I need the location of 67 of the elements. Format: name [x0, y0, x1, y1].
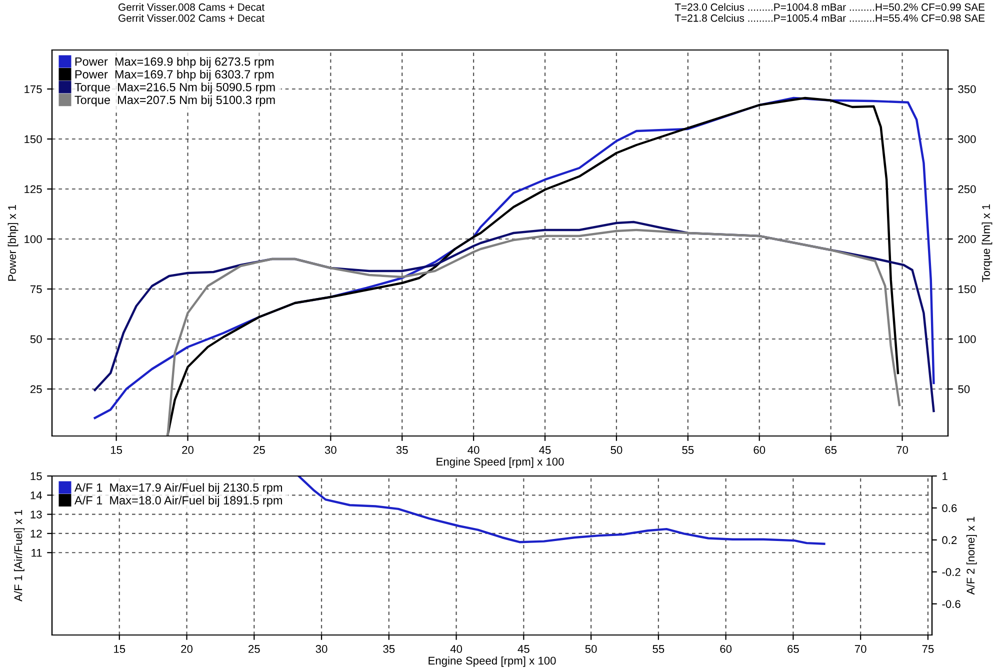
x-tick-label: 55 [652, 645, 664, 653]
text: T=23.0 Celcius .........P=1004.8 mBar .........H=50.2% CF=0.99 SAE [674, 3, 985, 11]
x-tick-label: 50 [610, 446, 622, 454]
x-tick-label: 40 [450, 645, 462, 653]
y-tick-label: 75 [30, 285, 42, 294]
x-tick-label: 15 [110, 446, 122, 454]
y2-tick-label: 200 [958, 235, 976, 244]
x-axis-title: Engine Speed [rpm] x 100 [436, 457, 564, 468]
y2-tick-label: 350 [958, 85, 976, 94]
x-tick-label: 60 [754, 446, 766, 454]
legend-label: A/F 1 Max=17.9 Air/Fuel bij 2130.5 rpm [74, 483, 282, 494]
x-tick-label: 45 [539, 446, 551, 454]
y2-tick-label: 50 [958, 385, 970, 394]
line-series [166, 228, 901, 436]
x-tick-label: 25 [254, 446, 265, 454]
legend-label: Power Max=169.9 bhp bij 6273.5 rpm [75, 57, 274, 68]
text: Gerrit Visser.002 Cams + Decat [118, 14, 264, 22]
legend-label: Power Max=169.7 bhp bij 6303.7 rpm [75, 70, 274, 81]
y-axis-title: Power [bhp] x 1 [8, 204, 18, 281]
y-tick-label: 11 [32, 549, 42, 557]
y2-tick-label: 1 [942, 472, 948, 480]
y-tick-label: 100 [24, 235, 42, 244]
x-axis-title: Engine Speed [rpm] x 100 [428, 656, 556, 667]
legend-label: A/F 1 Max=18.0 Air/Fuel bij 1891.5 rpm [74, 496, 282, 507]
x-tick-label: 20 [182, 446, 194, 454]
y2-tick-label: 0.6 [942, 504, 957, 512]
y-tick-label: 14 [30, 492, 42, 500]
y-tick-label: 125 [24, 185, 42, 194]
x-tick-label: 65 [788, 645, 799, 653]
x-tick-label: 25 [248, 645, 260, 653]
y-tick-label: 50 [30, 335, 42, 344]
y-tick-label: 12 [30, 530, 42, 538]
x-tick-label: 30 [316, 645, 328, 653]
y-tick-label: 25 [30, 385, 42, 394]
y2-tick-label: 0.2 [942, 536, 957, 544]
text: Gerrit Visser.008 Cams + Decat [118, 3, 264, 11]
y2-axis-title: A/F 2 [none] x 1 [966, 516, 977, 595]
x-tick-label: 15 [114, 645, 126, 653]
y2-tick-label: 150 [958, 285, 976, 294]
y-tick-label: 150 [24, 135, 42, 144]
legend-label: Torque Max=207.5 Nm bij 5100.3 rpm [74, 95, 275, 106]
x-tick-label: 70 [854, 645, 866, 653]
text: T=21.8 Celcius .........P=1005.4 mBar .........H=55.4% CF=0.98 SAE [674, 14, 985, 22]
y2-tick-label: -0.2 [942, 568, 960, 576]
legend-label: Torque Max=216.5 Nm bij 5090.5 rpm [74, 82, 275, 94]
x-tick-label: 45 [518, 645, 530, 653]
y2-tick-label: 100 [958, 335, 976, 344]
y-tick-label: 175 [24, 85, 42, 94]
x-tick-label: 40 [468, 446, 480, 454]
y2-tick-label: 250 [958, 185, 976, 194]
line-series [298, 476, 826, 545]
y2-tick-label: -0.6 [942, 600, 960, 608]
y-tick-label: 13 [30, 510, 42, 518]
x-tick-label: 75 [922, 645, 934, 653]
y2-tick-label: 300 [958, 135, 976, 144]
x-tick-label: 70 [896, 446, 908, 454]
x-tick-label: 50 [585, 645, 597, 653]
x-tick-label: 55 [682, 446, 694, 454]
y-tick-label: 15 [30, 472, 42, 480]
x-tick-label: 35 [383, 645, 395, 653]
x-tick-label: 20 [181, 645, 193, 653]
x-tick-label: 35 [396, 446, 408, 454]
x-tick-label: 65 [825, 446, 837, 454]
y2-axis-title: Torque [Nm] x 1 [982, 204, 992, 282]
x-tick-label: 30 [324, 446, 336, 454]
y-axis-title: A/F 1 [Air/Fuel] x 1 [14, 510, 24, 602]
x-tick-label: 60 [720, 645, 732, 653]
